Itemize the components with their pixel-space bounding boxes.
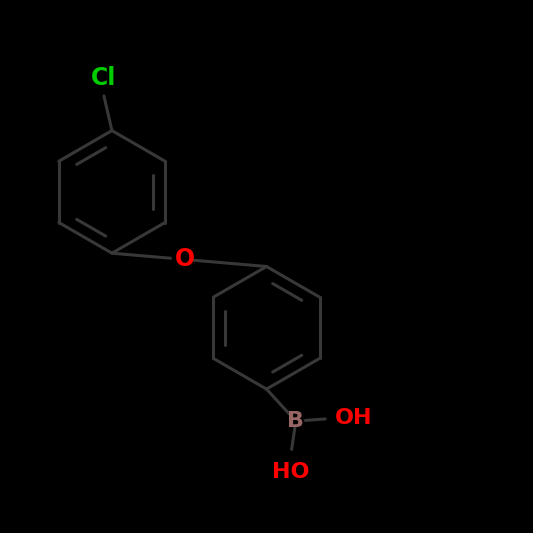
Text: B: B [287, 411, 304, 431]
Text: Cl: Cl [91, 66, 117, 90]
Text: HO: HO [272, 462, 309, 482]
Text: O: O [174, 247, 195, 271]
Text: OH: OH [335, 408, 373, 429]
